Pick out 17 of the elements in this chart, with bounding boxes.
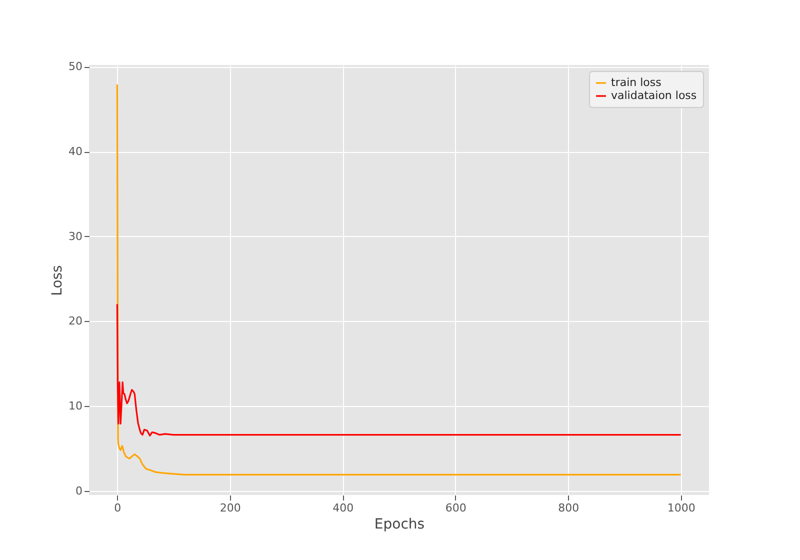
- y-tick-label: 40: [68, 145, 82, 158]
- x-tick-label: 800: [558, 502, 580, 514]
- legend-label: validataion loss: [611, 89, 697, 102]
- x-axis-title: Epochs: [374, 516, 425, 532]
- y-tick-label: 20: [68, 314, 82, 328]
- y-tick-label: 10: [68, 399, 82, 412]
- y-tick-label: 50: [68, 60, 82, 74]
- y-tick-label: 30: [68, 230, 82, 243]
- x-tick-label: 600: [445, 502, 466, 514]
- x-tick-label: 400: [332, 502, 354, 514]
- x-tick-label: 200: [220, 502, 241, 514]
- x-tick-label: 0: [114, 502, 122, 514]
- y-tick-label: 0: [76, 484, 82, 498]
- line-series: [116, 303, 682, 436]
- legend-label: train loss: [611, 76, 662, 89]
- x-tick-label: 1000: [667, 502, 696, 514]
- y-axis-title: Loss: [50, 265, 66, 296]
